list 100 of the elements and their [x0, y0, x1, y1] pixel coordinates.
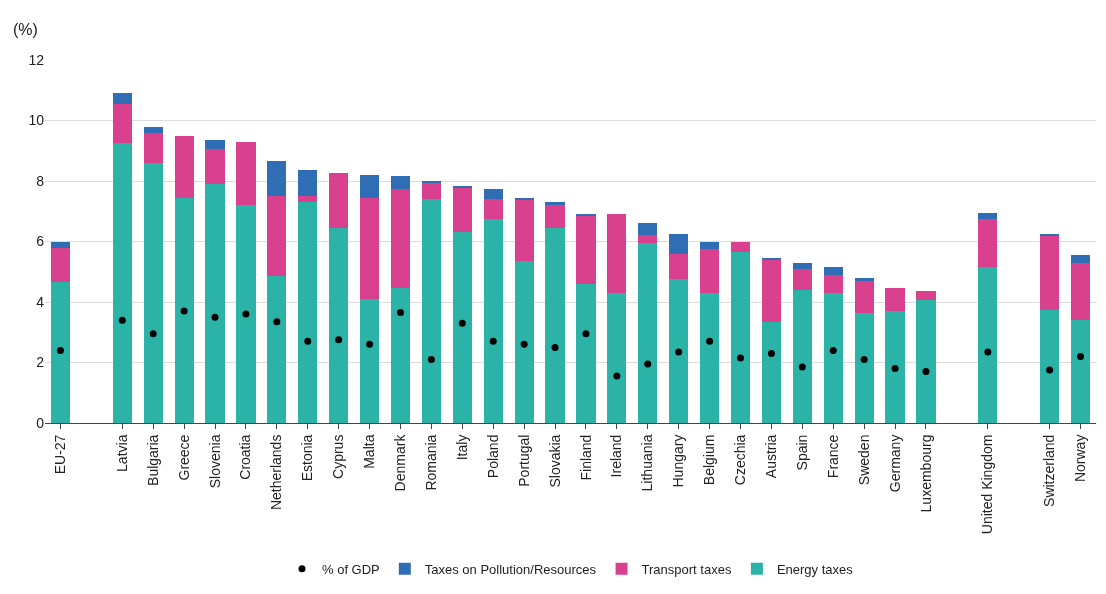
x-tick-label: Slovenia [206, 434, 223, 489]
bar [143, 162, 163, 423]
bar [1070, 262, 1091, 321]
point [304, 337, 312, 345]
y-tick-label: 8 [36, 172, 45, 189]
bar [576, 283, 596, 423]
bar [792, 262, 812, 269]
bar [669, 253, 689, 280]
bar [267, 161, 287, 197]
y-tick-label: 0 [36, 414, 45, 431]
bar [50, 241, 71, 248]
x-tick-label: Croatia [237, 434, 254, 480]
point [1077, 352, 1085, 360]
bar [576, 215, 596, 284]
bar [1040, 233, 1060, 236]
x-tick-label: Norway [1072, 434, 1089, 483]
x-tick-label: Latvia [113, 434, 130, 472]
bar [236, 205, 256, 423]
y-tick-label: 10 [28, 112, 45, 129]
point [242, 310, 250, 318]
bar [452, 232, 472, 423]
bar [50, 282, 71, 423]
x-tick-label: Italy [453, 434, 470, 461]
point [366, 340, 374, 348]
x-tick-label: Cyprus [330, 434, 347, 479]
bar [205, 140, 225, 150]
bar [359, 174, 380, 198]
bar [174, 135, 194, 198]
bar [112, 93, 132, 104]
x-tick-label: Netherlands [268, 434, 285, 511]
bar [823, 274, 843, 293]
x-tick-label: France [824, 434, 841, 479]
point [149, 330, 157, 338]
bar [669, 233, 689, 254]
bar [792, 289, 812, 423]
point [767, 349, 775, 357]
x-tick-label: Ireland [608, 434, 625, 478]
x-tick-label: Spain [793, 434, 810, 471]
y-tick-label: 2 [36, 354, 45, 371]
x-tick-label: EU-27 [52, 434, 69, 475]
point [613, 372, 621, 380]
bar [978, 212, 998, 219]
bar [1040, 309, 1060, 423]
bar [112, 143, 132, 423]
bar [545, 202, 565, 206]
bar [483, 188, 503, 200]
x-tick-label: Belgium [701, 434, 718, 486]
bar [545, 227, 565, 423]
bar [205, 184, 225, 423]
bar [638, 223, 658, 236]
bar [730, 241, 751, 253]
legend-label: Transport taxes [641, 561, 732, 577]
x-tick-label: Bulgaria [144, 434, 161, 486]
x-tick-label: Malta [361, 434, 378, 469]
bar [823, 292, 843, 423]
x-tick-label: Switzerland [1041, 434, 1058, 507]
point [829, 346, 837, 354]
bar [359, 298, 380, 423]
bar [885, 311, 905, 423]
bar [174, 197, 194, 423]
legend-label: Taxes on Pollution/Resources [424, 561, 597, 577]
bar [359, 197, 380, 299]
point [520, 340, 528, 348]
bar [267, 276, 287, 423]
bar [854, 312, 874, 423]
point [1046, 366, 1054, 374]
bar [607, 214, 627, 293]
point [582, 330, 590, 338]
point [984, 348, 992, 356]
bar [545, 205, 565, 228]
bar [50, 247, 71, 283]
x-tick-label: United Kingdom [979, 434, 996, 535]
x-tick-label: Luxembourg [917, 434, 934, 513]
point [335, 336, 343, 344]
point [551, 343, 559, 351]
bar [514, 261, 534, 423]
bar [298, 202, 318, 423]
bar [329, 227, 349, 423]
bar [730, 252, 751, 423]
point [644, 360, 652, 368]
bar [236, 141, 256, 206]
bar [298, 170, 318, 197]
bar [700, 241, 720, 250]
bar [514, 199, 534, 262]
point [458, 319, 466, 327]
point [273, 318, 281, 326]
bar [390, 288, 411, 423]
point [922, 368, 930, 376]
x-tick-label: Germany [886, 434, 903, 493]
bar [607, 292, 627, 423]
x-tick-label: Czechia [732, 434, 749, 486]
bar [390, 188, 411, 289]
bar [885, 288, 905, 312]
y-tick-label: 4 [36, 293, 45, 310]
point [737, 354, 745, 362]
y-tick-label: 6 [36, 233, 45, 250]
point [489, 337, 497, 345]
bar [205, 149, 225, 185]
x-tick-label: Denmark [392, 433, 409, 492]
bar [916, 291, 936, 301]
